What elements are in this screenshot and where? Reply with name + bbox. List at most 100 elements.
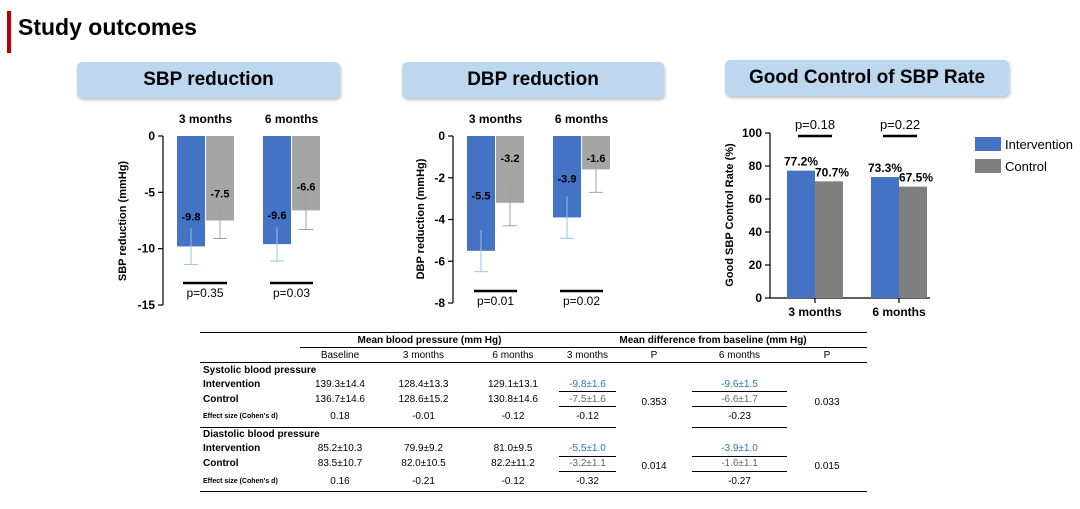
cell-6-months: 82.2±11.2	[491, 458, 535, 469]
cell-p-2: 0.033	[814, 396, 840, 408]
title-accent-bar	[7, 11, 11, 53]
cell-3-months: 79.9±9.2	[404, 443, 443, 455]
dbp-category-label: 6 months	[555, 112, 609, 126]
section-title-systolic: Systolic blood pressure	[203, 364, 317, 376]
section-row-systolic: Systolic blood pressure	[200, 363, 867, 378]
header-diff-3-months: 3 months	[559, 347, 616, 363]
cell-p-1: 0.014	[616, 441, 692, 492]
page-title: Study outcomes	[18, 14, 197, 40]
cell-baseline: 83.5±10.7	[317, 458, 363, 469]
dbp-value-label: -1.6	[587, 153, 606, 165]
cell-diff-3-months: -0.12	[559, 406, 616, 428]
sbp-y-tick-label: -10	[138, 242, 156, 256]
cell-p-1: 0.353	[641, 396, 667, 408]
sbp-p-value: p=0.03	[273, 286, 310, 300]
rate-y-tick-label: 40	[749, 225, 763, 239]
cell-diff-6-months: -9.6±1.5	[692, 377, 787, 392]
cell-6-months: -0.12	[467, 471, 559, 492]
legend: Intervention Control	[975, 134, 1073, 178]
cell-baseline: 0.16	[300, 471, 380, 492]
rate-category-label: 3 months	[788, 305, 842, 319]
sbp-category-label: 6 months	[265, 112, 319, 126]
dbp-panel-title: DBP reduction	[402, 62, 664, 98]
cell-3-months: 82.0±10.5	[401, 458, 446, 469]
table-row: Effect size (Cohen's d) 0.16 -0.21 -0.12…	[200, 471, 867, 492]
rate-y-tick-label: 100	[742, 126, 762, 140]
rate-bar-control	[815, 181, 843, 298]
dbp-y-axis-label: DBP reduction (mmHg)	[415, 158, 427, 279]
sbp-bar-intervention	[263, 136, 291, 245]
cell-6-months: 129.1±13.1	[488, 378, 538, 390]
sbp-y-tick-label: -15	[138, 298, 156, 312]
rate-bar-intervention	[871, 177, 899, 298]
cell-6-months: 130.8±14.6	[488, 393, 538, 405]
legend-item-intervention: Intervention	[975, 134, 1073, 154]
dbp-category-label: 3 months	[469, 112, 523, 126]
legend-swatch-intervention	[975, 137, 1001, 151]
header-mean-bp: Mean blood pressure (mm Hg)	[300, 332, 559, 348]
header-diff-6-months: 6 months	[692, 347, 787, 363]
sbp-value-label: -7.5	[211, 188, 230, 200]
cell-diff-6-months: -0.23	[692, 406, 787, 428]
rate-value-label: 67.5%	[899, 171, 933, 185]
header-p-2: P	[787, 347, 868, 363]
rate-value-label: 77.2%	[784, 155, 818, 169]
cell-p-2: 0.015	[787, 441, 868, 492]
cell-diff-6-months: -6.6±1.7	[692, 391, 787, 407]
dbp-p-value: p=0.01	[477, 294, 514, 308]
sbp-panel-title: SBP reduction	[77, 62, 340, 98]
rate-category-label: 6 months	[872, 305, 926, 319]
sbp-y-tick-label: -5	[144, 185, 155, 199]
section-title-diastolic: Diastolic blood pressure	[203, 429, 320, 440]
rate-y-tick-label: 80	[749, 159, 763, 173]
row-label: Control	[203, 458, 239, 469]
legend-swatch-control	[975, 159, 1001, 173]
section-row-diastolic: Diastolic blood pressure	[200, 427, 867, 442]
header-6-months: 6 months	[467, 347, 559, 363]
legend-label-intervention: Intervention	[1005, 136, 1073, 152]
row-label: Intervention	[203, 443, 261, 455]
dbp-y-tick-label: -6	[434, 254, 445, 268]
table-row: Intervention 85.2±10.3 79.9±9.2 81.0±9.5…	[200, 441, 868, 492]
table-row: Effect size (Cohen's d) 0.18 -0.01 -0.12…	[200, 406, 867, 428]
rate-value-label: 73.3%	[868, 161, 902, 175]
sbp-bar-intervention	[177, 136, 205, 247]
dbp-y-tick-label: -2	[434, 171, 445, 185]
rate-y-tick-label: 20	[749, 258, 763, 272]
row-label: Control	[203, 393, 239, 405]
dbp-y-tick-label: -8	[434, 296, 445, 310]
dbp-value-label: -3.9	[558, 173, 577, 185]
sbp-y-tick-label: 0	[148, 129, 155, 143]
dbp-p-value: p=0.02	[563, 294, 600, 308]
cell-diff-3-months: -5.5±1.0	[559, 441, 616, 457]
cell-baseline: 139.3±14.4	[315, 378, 365, 390]
sbp-value-label: -9.6	[268, 210, 287, 222]
cell-6-months: -0.12	[467, 406, 559, 428]
table-header-row-1: Mean blood pressure (mm Hg) Mean differe…	[200, 332, 868, 348]
cell-diff-6-months: -0.27	[692, 471, 787, 492]
cell-diff-6-months: -1.6±1.1	[692, 456, 787, 472]
sbp-y-axis-label: SBP reduction (mmHg)	[117, 161, 129, 282]
header-baseline: Baseline	[300, 347, 380, 363]
dbp-y-tick-label: -4	[434, 213, 445, 227]
cell-3-months: 128.4±13.3	[398, 378, 449, 390]
rate-bar-control	[899, 186, 927, 298]
rate-y-tick-label: 60	[749, 192, 763, 206]
cell-baseline: 136.7±14.6	[315, 393, 365, 405]
sbp-value-label: -6.6	[297, 182, 316, 194]
header-3-months: 3 months	[380, 347, 467, 363]
cell-6-months: 81.0±9.5	[493, 443, 533, 455]
rate-value-label: 70.7%	[815, 165, 849, 179]
rate-y-tick-label: 0	[755, 291, 762, 305]
cell-3-months: -0.01	[380, 406, 467, 428]
cell-diff-3-months: -0.32	[559, 471, 616, 492]
table-row: Control 136.7±14.6 128.6±15.2 130.8±14.6…	[200, 391, 867, 407]
header-mean-diff: Mean difference from baseline (mm Hg)	[559, 332, 868, 348]
cell-diff-3-months: -3.2±1.1	[559, 456, 616, 472]
row-label-effect-size: Effect size (Cohen's d)	[200, 406, 300, 428]
dbp-value-label: -3.2	[501, 153, 520, 165]
cell-baseline: 85.2±10.3	[317, 443, 363, 455]
cell-diff-3-months: -9.8±1.6	[559, 377, 616, 392]
table-row: Control 83.5±10.7 82.0±10.5 82.2±11.2 -3…	[200, 456, 867, 472]
